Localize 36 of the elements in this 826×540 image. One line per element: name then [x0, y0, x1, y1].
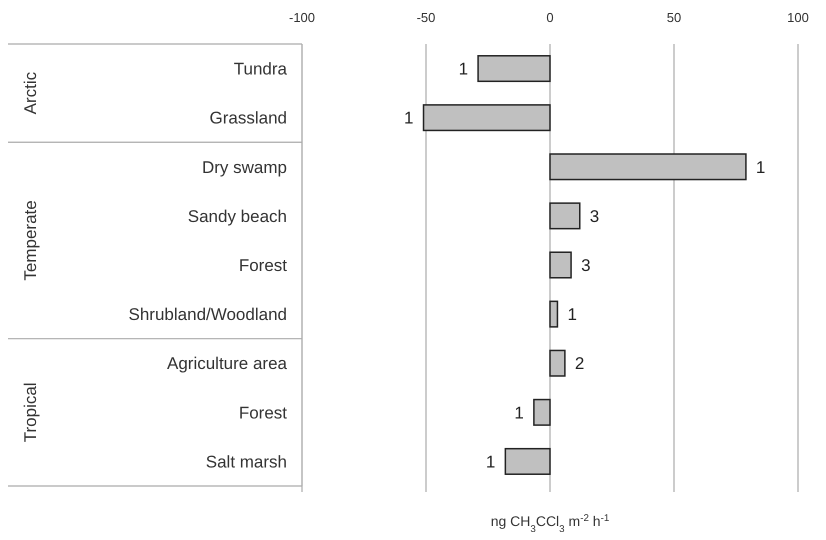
annotation: 2	[574, 354, 584, 374]
annotation: 1	[486, 452, 496, 472]
annotation: 1	[514, 403, 524, 422]
x-tick-label: -100	[288, 10, 316, 25]
text: Tropical	[21, 382, 40, 442]
bar	[549, 202, 581, 230]
bar	[549, 153, 747, 180]
x-tick-label: -50	[416, 10, 436, 25]
y-tick-label: Grassland	[210, 108, 287, 128]
x-axis-title: ng CH$_{3}$CCl$_{3}$ m$^{-2}$ h$^{-1}$	[490, 512, 610, 534]
y-tick-label: Shrubland/Woodland	[128, 305, 287, 324]
y-tick-label: Salt marsh	[206, 452, 287, 472]
bar	[549, 350, 566, 377]
annotation: 1	[458, 60, 468, 79]
y-tick-label: Agriculture area	[166, 354, 288, 374]
annotation: 3	[581, 256, 591, 275]
bar	[422, 104, 551, 132]
y-tick-label: Forest	[238, 256, 288, 275]
annotation: 1	[756, 158, 766, 177]
annotation: 1	[567, 305, 577, 324]
text: Arctic	[21, 71, 40, 114]
bar	[477, 55, 551, 82]
bar	[504, 448, 551, 475]
y-tick-label: Tundra	[234, 60, 288, 79]
bar	[533, 398, 551, 426]
y-tick-label: Sandy beach	[188, 206, 287, 226]
annotation: 3	[590, 206, 600, 226]
bar	[549, 300, 558, 328]
bar	[549, 251, 572, 279]
y-tick-label: Dry swamp	[202, 158, 287, 177]
text: Temperate	[21, 200, 40, 281]
annotation: 1	[404, 108, 414, 128]
x-tick-label: 50	[666, 10, 682, 25]
y-tick-label: Forest	[238, 403, 288, 422]
x-tick-label: 0	[546, 10, 554, 25]
x-tick-label: 100	[787, 10, 809, 25]
